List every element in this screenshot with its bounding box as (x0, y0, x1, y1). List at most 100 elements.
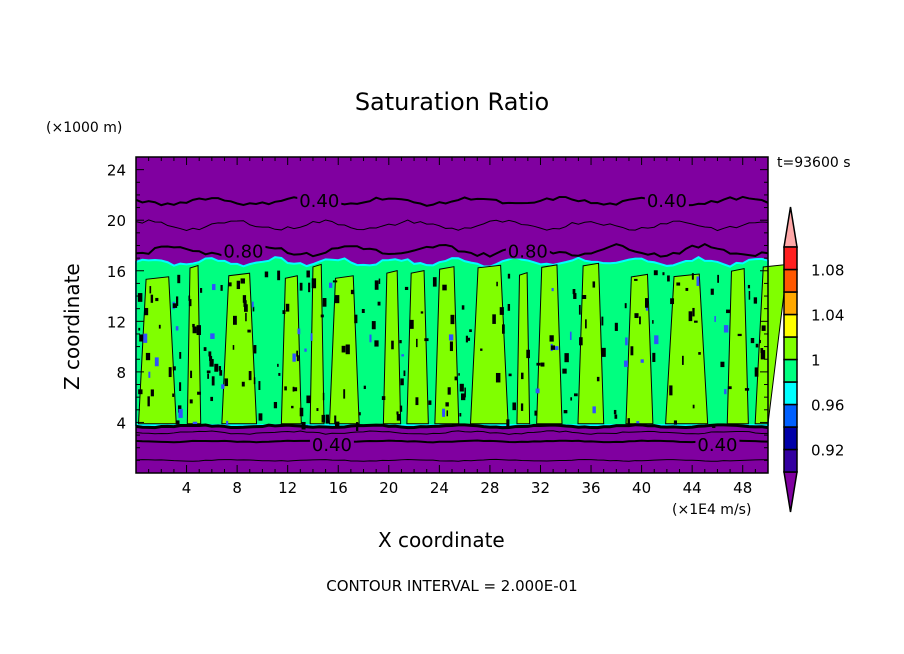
contour-speckle (391, 340, 394, 350)
supersaturated-column (309, 263, 325, 425)
contour-speckle (442, 284, 447, 291)
contour-speckle (232, 345, 235, 350)
contour-speckle (737, 333, 742, 337)
contour-speckle (613, 409, 617, 415)
contour-speckle (206, 370, 211, 374)
contour-speckle (507, 273, 511, 279)
contour-speckle (448, 334, 454, 341)
contour-speckle (596, 376, 600, 382)
contour-speckle (253, 345, 257, 354)
contour-speckle (299, 282, 303, 291)
contour-speckle (297, 328, 301, 335)
contour-speckle (754, 367, 759, 377)
y-tick-label: 12 (107, 313, 126, 331)
contour-speckle (196, 325, 202, 336)
contour-speckle (277, 270, 281, 281)
contour-speckle (291, 405, 294, 409)
y-tick-label: 8 (116, 364, 126, 382)
contour-speckle (306, 270, 310, 278)
contour-speckle (244, 304, 248, 312)
contour-speckle (540, 362, 545, 367)
contour-speckle (322, 392, 325, 401)
contour-speckle (292, 353, 296, 362)
contour-speckle (724, 389, 727, 395)
colorbar-label: 1 (811, 352, 821, 370)
contour-speckle (401, 354, 405, 357)
supersaturated-column (434, 266, 460, 425)
contour-speckle (585, 319, 587, 329)
contour-speckle (175, 420, 180, 425)
contour-label-bg (221, 242, 266, 259)
contour-speckle (569, 331, 572, 341)
contour-speckle (363, 385, 366, 390)
contour-speckle (508, 373, 512, 377)
contour-label-bg (297, 191, 342, 208)
contour-speckle (536, 362, 541, 366)
contour-speckle (549, 335, 554, 342)
contour-speckle (563, 410, 568, 414)
contour-speckle (172, 393, 175, 397)
contour-speckle (579, 337, 583, 346)
contour-speckle (480, 348, 483, 351)
colorbar-swatch (783, 403, 798, 428)
contour-speckle (178, 408, 183, 418)
contour-speckle (461, 305, 465, 310)
colorbar-under-triangle (783, 471, 798, 513)
contour-speckle (377, 301, 381, 306)
contour-speckle (570, 397, 573, 401)
contour-label-bg (644, 191, 689, 208)
contour-speckle (137, 293, 143, 302)
contour-speckle (192, 326, 197, 334)
contour-speckle (760, 350, 766, 360)
x-tick-label: 16 (329, 479, 348, 497)
time-label: t=93600 s (777, 155, 851, 171)
contour-speckle (459, 413, 462, 417)
x-unit-label: (×1E4 m/s) (672, 502, 752, 518)
contour-speckle (685, 287, 689, 291)
contour-speckle (601, 316, 604, 326)
contour-speckle (662, 272, 665, 276)
colorbar-label: 0.92 (811, 442, 844, 460)
contour-speckle (495, 372, 501, 383)
contour-speckle (143, 333, 148, 343)
contour-speckle (243, 302, 246, 305)
colorbar-label: 1.04 (811, 307, 844, 325)
contour-speckle (555, 346, 559, 351)
contour-speckle (624, 303, 627, 309)
contour-speckle (744, 388, 750, 391)
contour-speckle (574, 393, 578, 397)
contour-speckle (208, 351, 212, 357)
x-tick-label: 12 (278, 479, 297, 497)
contour-speckle (512, 402, 516, 411)
contour-speckle (442, 408, 446, 417)
contour-speckle (634, 278, 638, 281)
colorbar-swatch (783, 448, 798, 473)
supersaturated-column (625, 273, 654, 425)
contour-speckle (350, 289, 355, 295)
contour-speckle (144, 307, 149, 316)
contour-speckle (306, 395, 311, 404)
contour-speckle (614, 322, 618, 331)
contour-speckle (252, 306, 255, 312)
contour-speckle (654, 335, 659, 345)
x-tick-label: 4 (182, 479, 192, 497)
contour-speckle (210, 396, 214, 402)
supersaturated-column (665, 273, 709, 425)
contour-speckle (692, 404, 695, 409)
contour-speckle (639, 316, 641, 325)
contour-speckle (277, 363, 279, 367)
contour-speckle (403, 370, 406, 377)
contour-speckle (371, 321, 376, 330)
contour-speckle (581, 294, 587, 299)
x-tick-label: 44 (683, 479, 702, 497)
contour-speckle (242, 295, 247, 303)
contour-speckle (210, 333, 215, 339)
contour-speckle (627, 418, 630, 427)
contour-speckle (428, 400, 432, 405)
contour-speckle (374, 341, 378, 346)
contour-speckle (248, 371, 252, 381)
contour-speckle (179, 382, 182, 392)
contour-speckle (241, 381, 245, 387)
contour-speckle (278, 372, 281, 376)
